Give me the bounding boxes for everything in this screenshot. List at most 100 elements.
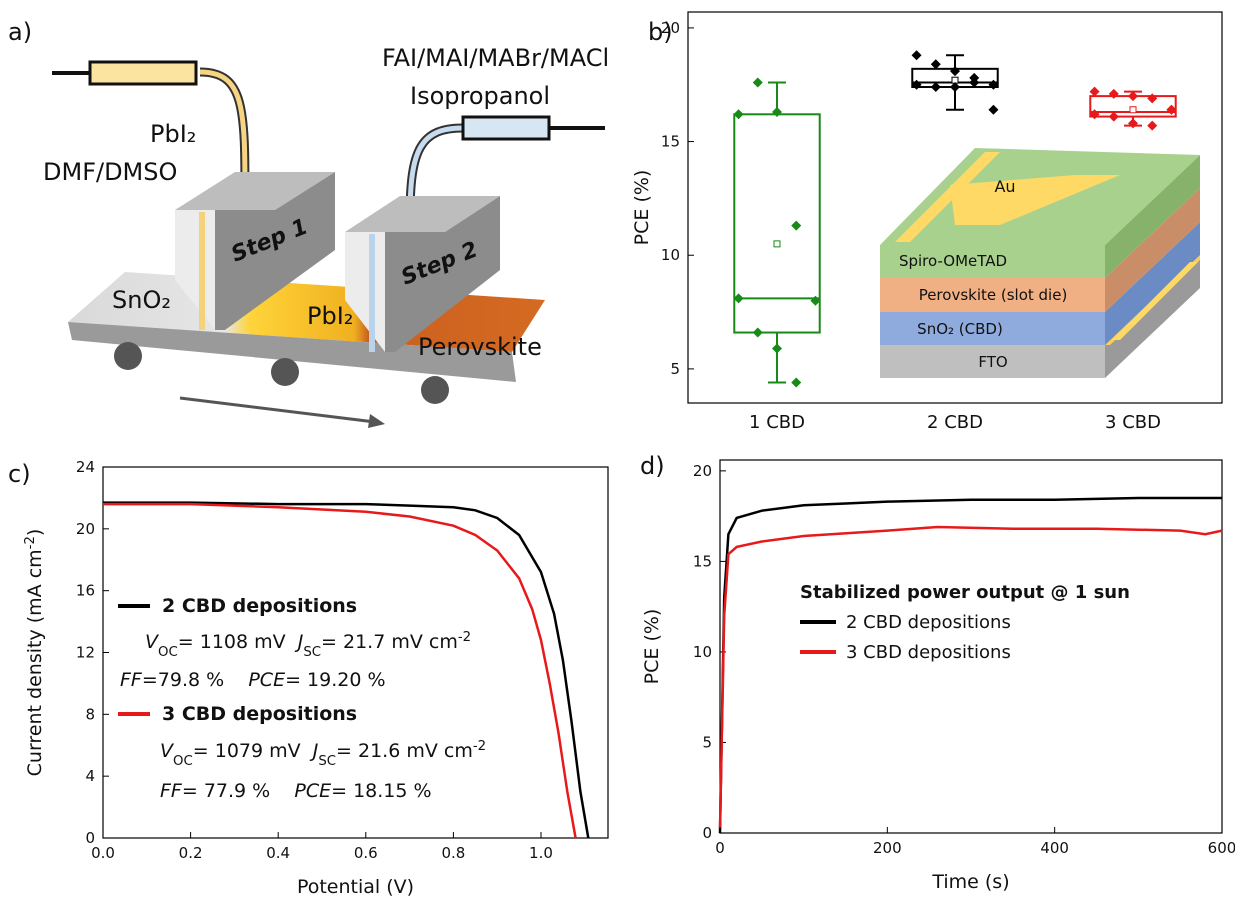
text-run: V <box>145 631 160 653</box>
x-tick-label: 2 CBD <box>927 412 983 433</box>
syringe <box>461 115 551 141</box>
data-point <box>1108 111 1119 122</box>
x-tick-label: 0.6 <box>354 844 378 862</box>
text-run: OC <box>173 754 193 769</box>
text-run: -2 <box>23 536 38 549</box>
plot-frame <box>687 11 1223 404</box>
legend-label: 3 CBD depositions <box>162 703 357 725</box>
box <box>733 113 821 334</box>
ink-label: FAI/MAI/MABr/MACl <box>382 44 609 72</box>
data-point <box>1128 118 1138 129</box>
text-run: = 1079 mV <box>193 740 313 762</box>
text-run: Current density (mA cm <box>24 549 46 776</box>
y-axis-label: Current density (mA cm-2) <box>23 529 47 777</box>
annotation: FF= 77.9 % PCE= 18.15 % <box>160 780 432 802</box>
text-run: PCE <box>248 669 285 691</box>
panel-label: a) <box>8 18 32 46</box>
line <box>103 502 577 839</box>
data-point <box>988 104 999 115</box>
y-tick-label: 10 <box>661 246 680 264</box>
annotation: VOC= 1079 mV JSC= 21.6 mV cm-2 <box>160 739 486 769</box>
text-run: = 1108 mV <box>178 631 298 653</box>
data-point <box>810 295 821 306</box>
syringe <box>88 60 198 86</box>
y-tick-label: 20 <box>76 520 95 538</box>
y-tick-label: 24 <box>76 458 95 476</box>
inset-label: SnO₂ (CBD) <box>917 320 1003 338</box>
y-tick-label: 5 <box>702 733 712 751</box>
inset-label: FTO <box>978 353 1007 371</box>
data-point <box>772 343 782 354</box>
line <box>103 501 590 839</box>
text-run: = 18.15 % <box>331 780 431 802</box>
data-point <box>911 79 922 90</box>
zone-label: Perovskite <box>418 333 542 361</box>
legend-label: 2 CBD depositions <box>162 595 357 617</box>
x-tick-label: 0.2 <box>179 844 203 862</box>
data-point <box>988 79 999 90</box>
x-axis-label: Potential (V) <box>297 876 414 898</box>
text-run: -2 <box>458 630 471 645</box>
legend-title: Stabilized power output @ 1 sun <box>800 582 1130 603</box>
data-point <box>791 220 802 231</box>
device-stack <box>880 148 1200 378</box>
x-tick-label: 1 CBD <box>749 412 805 433</box>
y-tick-label: 15 <box>693 552 712 570</box>
text-run: =79.8 % <box>142 669 248 691</box>
text-run: = 21.6 mV cm <box>336 740 473 762</box>
text-run: = 21.7 mV cm <box>321 631 458 653</box>
panel-label: b) <box>648 18 673 46</box>
x-tick-label: 400 <box>1040 839 1069 857</box>
text-run: J <box>294 631 304 653</box>
die-slot <box>369 234 375 352</box>
y-tick-label: 5 <box>670 360 680 378</box>
text-run: FF <box>160 780 183 802</box>
data-point <box>911 50 922 61</box>
plot-frame <box>719 459 1223 834</box>
die-slot <box>199 212 205 330</box>
text-run: OC <box>158 645 178 660</box>
data-point <box>930 82 941 93</box>
text-run: V <box>160 740 175 762</box>
text-run: SC <box>318 754 336 769</box>
x-tick-label: 0.4 <box>266 844 290 862</box>
inset-label: Au <box>994 177 1015 196</box>
mean <box>773 240 781 248</box>
text-run: SC <box>303 645 321 660</box>
data-point <box>733 109 744 120</box>
ink-label: Isopropanol <box>410 82 550 110</box>
process-diagram: PbI₂ DMF/DMSO FAI/MAI/MABr/MACl Isopropa… <box>43 44 609 428</box>
y-tick-label: 20 <box>661 19 680 37</box>
data-point <box>752 327 763 338</box>
roller <box>114 342 142 370</box>
panel-label: d) <box>640 452 665 480</box>
direction-arrow <box>179 396 376 424</box>
y-tick-label: 0 <box>702 824 712 842</box>
data-point <box>1089 86 1100 97</box>
data-point <box>969 77 980 88</box>
x-tick-label: 200 <box>873 839 902 857</box>
data-point <box>1147 120 1158 131</box>
roller <box>271 358 299 386</box>
inset-label: Perovskite (slot die) <box>919 286 1068 304</box>
belt-edge <box>68 322 516 382</box>
die-side <box>215 172 335 330</box>
roller <box>421 376 449 404</box>
text-run: = 19.20 % <box>285 669 385 691</box>
text-run: -2 <box>473 739 486 754</box>
line <box>718 496 1222 834</box>
data-point <box>950 66 960 77</box>
text-run: PCE <box>294 780 331 802</box>
ink-label: PbI₂ <box>150 120 196 148</box>
annotation: FF=79.8 % PCE= 19.20 % <box>120 669 386 691</box>
data-point <box>1128 91 1138 102</box>
y-tick-label: 0 <box>85 829 95 847</box>
y-tick-label: 8 <box>85 705 95 723</box>
annotation: VOC= 1108 mV JSC= 21.7 mV cm-2 <box>145 630 471 660</box>
x-tick-label: 3 CBD <box>1105 412 1161 433</box>
y-axis-label: PCE (%) <box>641 609 663 685</box>
data-point <box>752 77 763 88</box>
line <box>718 525 1223 828</box>
ink-label: DMF/DMSO <box>43 158 177 186</box>
